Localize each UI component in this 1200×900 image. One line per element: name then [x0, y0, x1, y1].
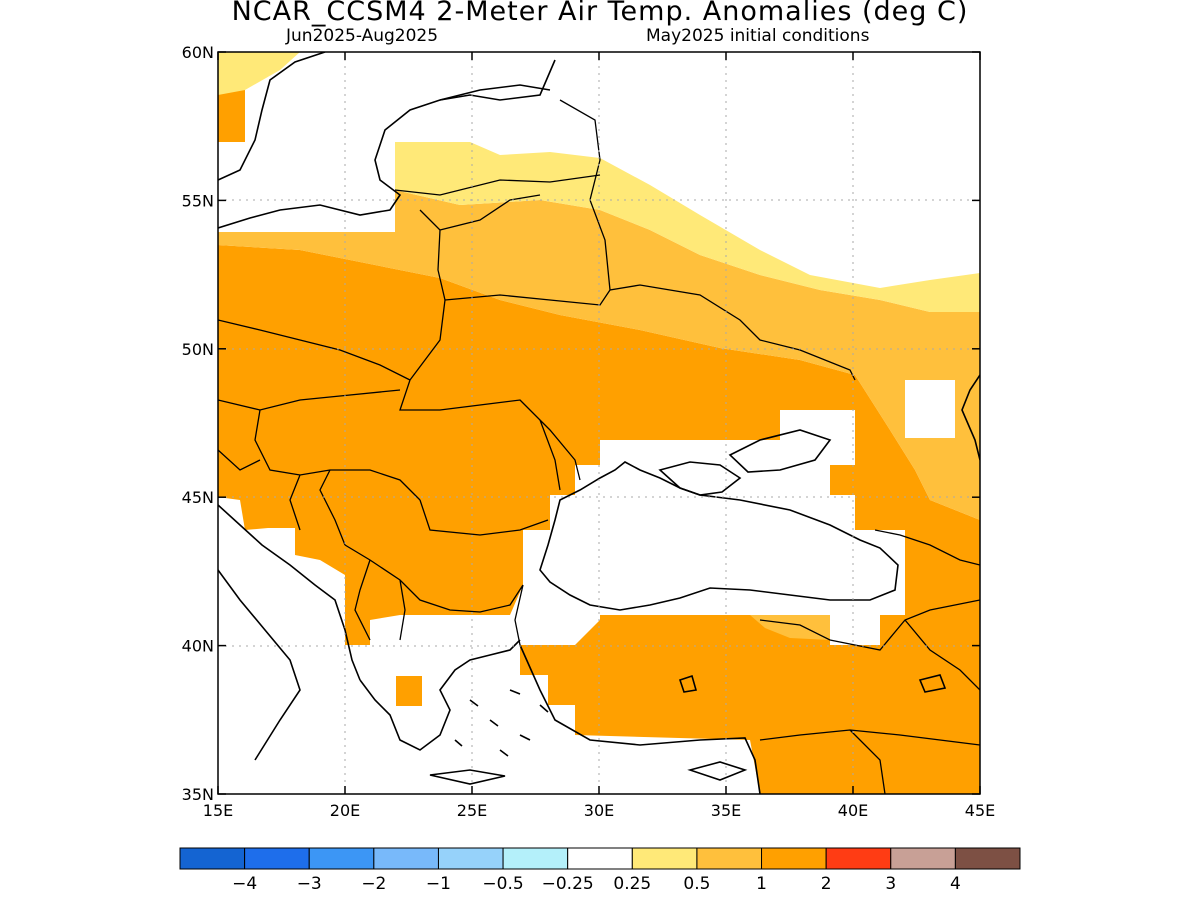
colorbar-swatch [437, 847, 504, 870]
colorbar: −4 −3 −2 −1 −0.5 −0.25 0.25 0.5 1 2 3 4 [179, 847, 1021, 894]
greece-coast [359, 639, 521, 751]
lat-tick-label: 40N [182, 637, 214, 656]
colorbar-label: −2 [361, 874, 386, 894]
colorbar-label: −0.5 [482, 874, 523, 894]
country-borders [218, 99, 980, 794]
colorbar-swatch [308, 847, 375, 870]
colorbar-swatch [954, 847, 1021, 870]
sweden-coast [218, 52, 326, 181]
colorbar-swatch [373, 847, 439, 870]
initial-conditions: May2025 initial conditions [646, 26, 870, 46]
colorbar-label: 0.25 [613, 874, 651, 894]
lat-tick-label: 45N [182, 488, 214, 507]
turkey-coast [519, 644, 761, 794]
colorbar-swatch [502, 847, 569, 870]
lat-tick-label: 60N [182, 43, 214, 62]
cyprus-coast [687, 761, 748, 781]
colorbar-label: 4 [950, 874, 961, 894]
lat-tick-label: 35N [182, 785, 214, 804]
black-sea-coast [539, 461, 899, 611]
adriatic-coast [218, 504, 361, 681]
lon-tick-label: 15E [203, 801, 233, 820]
aegean-islands [454, 689, 549, 757]
colorbar-swatch [825, 847, 892, 870]
azov-coast [728, 429, 832, 473]
colorbar-label: −0.25 [542, 874, 594, 894]
anomaly-region-1-2 [218, 245, 980, 794]
lon-tick-label: 40E [838, 801, 868, 820]
map-title: NCAR_CCSM4 2-Meter Air Temp. Anomalies (… [231, 0, 969, 27]
gulf-of-finland [439, 84, 551, 101]
anomaly-patch-nw-yellow [218, 52, 300, 95]
anomaly-region-0.25-0.5 [395, 142, 980, 312]
baltic-coast [218, 59, 556, 229]
colorbar-swatch [244, 847, 310, 870]
colorbar-swatch [890, 847, 956, 870]
crete-coast [429, 769, 506, 785]
lat-tick-label: 50N [182, 340, 214, 359]
colorbar-label: 3 [885, 874, 896, 894]
colorbar-swatch [761, 847, 827, 870]
lake-van [918, 674, 947, 693]
colorbar-swatch [567, 847, 633, 870]
colorbar-label: 0.5 [683, 874, 710, 894]
colorbar-swatch [696, 847, 763, 870]
colorbar-label: −3 [297, 874, 322, 894]
caspian-coast [961, 374, 980, 461]
no-anomaly-patch [905, 380, 955, 438]
lake-tuz [678, 674, 698, 693]
lon-tick-label: 20E [330, 801, 360, 820]
lat-tick-label: 55N [182, 191, 214, 210]
colorbar-label: −4 [232, 874, 257, 894]
colorbar-label: 2 [821, 874, 832, 894]
axis-ticks: 15E 20E 25E 30E 35E 40E 45E 35N 40N 45N 50N 55N 60N [182, 43, 996, 820]
coastlines-and-borders [218, 52, 980, 794]
anomaly-patch-greece [396, 676, 422, 706]
lon-tick-label: 30E [584, 801, 614, 820]
colorbar-label: −1 [426, 874, 451, 894]
lat-lon-grid [218, 52, 980, 794]
lon-tick-label: 35E [711, 801, 741, 820]
colorbar-swatch [631, 847, 698, 870]
lon-tick-label: 25E [457, 801, 487, 820]
colorbar-swatch [179, 847, 246, 870]
crimea-coast [658, 461, 742, 496]
colorbar-label: 1 [756, 874, 767, 894]
italy-coast [218, 569, 301, 761]
lon-tick-label: 45E [965, 801, 995, 820]
forecast-period: Jun2025-Aug2025 [286, 26, 439, 46]
